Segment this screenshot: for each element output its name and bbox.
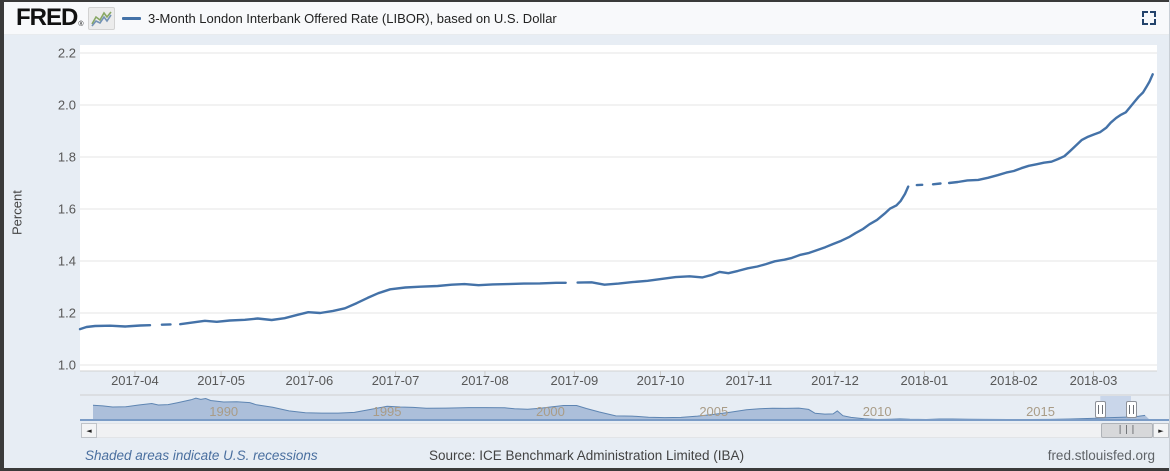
mini-area-series xyxy=(93,398,1150,420)
scrollbar-thumb[interactable]: ||| xyxy=(1101,423,1153,438)
fred-logo[interactable]: FRED ® xyxy=(16,5,115,31)
y-tick-label: 2.2 xyxy=(58,46,76,61)
registered-mark: ® xyxy=(78,21,84,28)
x-tick-label: 2017-12 xyxy=(811,373,859,388)
window-border-bottom xyxy=(0,468,1170,471)
mini-year-label: 2005 xyxy=(699,404,728,419)
x-tick-label: 2017-08 xyxy=(461,373,509,388)
window-border-top xyxy=(0,0,1170,2)
plot-area xyxy=(80,45,1157,371)
y-tick-label: 1.0 xyxy=(58,358,76,373)
x-tick-label: 2017-10 xyxy=(637,373,685,388)
fred-sparkline-icon xyxy=(87,7,115,30)
x-tick-label: 2017-05 xyxy=(197,373,245,388)
left-arrow-icon: ◄ xyxy=(86,426,92,435)
scrollbar-track[interactable] xyxy=(81,423,1169,438)
libor-series-line[interactable] xyxy=(78,73,1154,331)
recession-note-link[interactable]: Shaded areas indicate U.S. recessions xyxy=(85,448,318,463)
range-handle-right[interactable] xyxy=(1126,401,1137,418)
mini-year-label: 1995 xyxy=(373,404,402,419)
window-border-left xyxy=(0,0,4,471)
x-tick-label: 2017-09 xyxy=(550,373,598,388)
right-arrow-icon: ► xyxy=(1158,426,1164,435)
scrollbar-grip-icon: ||| xyxy=(1117,425,1137,435)
x-tick-label: 2017-04 xyxy=(111,373,159,388)
x-tick-label: 2018-03 xyxy=(1070,373,1118,388)
fullscreen-icon[interactable] xyxy=(1142,11,1156,25)
x-tick-label: 2018-01 xyxy=(901,373,949,388)
y-tick-label: 1.4 xyxy=(58,254,76,269)
x-tick-label: 2017-06 xyxy=(286,373,334,388)
y-tick-label: 1.6 xyxy=(58,202,76,217)
x-tick-label: 2017-07 xyxy=(372,373,420,388)
mini-year-label: 2000 xyxy=(536,404,565,419)
mini-baseline xyxy=(80,419,1170,421)
legend-line-marker xyxy=(122,16,141,20)
x-tick-label: 2018-02 xyxy=(990,373,1038,388)
chart-header: FRED ® 3-Month London Interbank Offered … xyxy=(4,2,1169,35)
series-legend: 3-Month London Interbank Offered Rate (L… xyxy=(122,2,557,34)
x-tick-label: 2017-11 xyxy=(725,373,772,388)
legend-label: 3-Month London Interbank Offered Rate (L… xyxy=(148,10,557,26)
main-chart[interactable]: 1.0 1.2 1.4 1.6 1.8 2.0 2.2 2017-04 2017-05 2017-… xyxy=(0,34,1170,392)
y-tick-label: 1.2 xyxy=(58,306,76,321)
source-text: Source: ICE Benchmark Administration Lim… xyxy=(428,448,745,463)
scroll-right-button[interactable]: ► xyxy=(1153,423,1169,438)
range-selector-chart[interactable]: 1990 1995 2000 2005 2010 2015 xyxy=(0,392,1170,422)
mini-year-label: 2015 xyxy=(1026,404,1055,419)
scroll-left-button[interactable]: ◄ xyxy=(81,423,97,438)
range-handle-left[interactable] xyxy=(1095,401,1106,418)
y-tick-label: 1.8 xyxy=(58,150,76,165)
fred-logo-text: FRED xyxy=(16,4,78,31)
y-tick-label: 2.0 xyxy=(58,98,76,113)
chart-footer: Shaded areas indicate U.S. recessions So… xyxy=(4,442,1169,466)
mini-year-label: 1990 xyxy=(209,404,238,419)
site-link[interactable]: fred.stlouisfed.org xyxy=(1047,448,1155,463)
mini-year-label: 2010 xyxy=(863,404,892,419)
